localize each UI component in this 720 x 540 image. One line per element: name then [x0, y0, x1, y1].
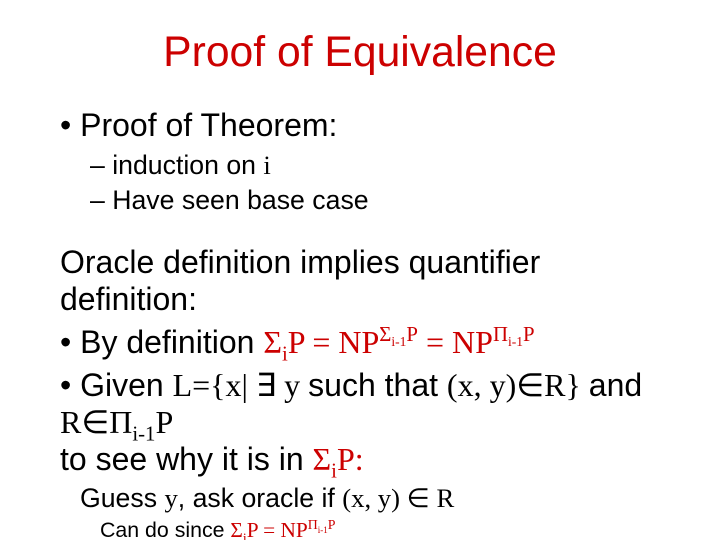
bullet-by-definition: By definition ΣiP = NPΣi-1P = NPΠi-1P	[60, 324, 680, 361]
sym-in-pi: ∈Π	[81, 404, 132, 440]
text-p-eq-np-b: P = NP	[247, 518, 308, 540]
sup-pi-i1-p-b: Πi-1P	[308, 517, 336, 532]
text-guess: Guess	[80, 483, 164, 513]
eq-sigma-i-p: ΣiP = NPΣi-1P = NPΠi-1P	[263, 324, 534, 360]
line-guess-y: Guess y, ask oracle if (x, y) ∈ R	[80, 483, 680, 514]
subbullet-induction: induction on i	[90, 150, 680, 181]
sup-p: P	[406, 323, 418, 346]
sup-sub-i1-c: i-1	[318, 525, 328, 535]
sym-element: ∈	[407, 483, 430, 513]
text-and: and	[589, 367, 642, 403]
sym-exists: ∃	[256, 367, 276, 403]
sym-sigma: Σ	[263, 324, 282, 360]
text-eq-np: = NP	[418, 324, 493, 360]
sup-sigma-i1-p: Σi-1P	[379, 323, 418, 346]
sup-p-b: P	[523, 323, 535, 346]
text-to-see-why: to see why it is in	[60, 441, 313, 477]
var-r-b: R	[430, 483, 454, 513]
sup-pi: Π	[493, 323, 508, 346]
var-r: R	[60, 404, 81, 440]
bullet-proof-of-theorem: Proof of Theorem:	[60, 107, 680, 144]
text-ask-oracle: , ask oracle if	[178, 483, 342, 513]
text-given: Given	[80, 367, 172, 403]
sym-sigma-b: Σ	[313, 441, 332, 477]
l-open: L={x|	[173, 367, 256, 403]
expr-sigma-i-p-colon: ΣiP:	[313, 441, 364, 477]
slide-title: Proof of Equivalence	[40, 28, 680, 77]
sup-pi-i1-p: Πi-1P	[493, 323, 535, 346]
sup-sigma: Σ	[379, 323, 391, 346]
expr-in-r-close: ∈R}	[516, 367, 589, 403]
slide: Proof of Equivalence Proof of Theorem: i…	[0, 0, 720, 540]
expr-r-in-pi: R∈Πi-1P	[60, 404, 173, 440]
bullet-given-l: Given L={x| ∃ y such that (x, y)∈R} and …	[60, 367, 680, 477]
sup-pi-b: Π	[308, 517, 318, 532]
expr-l-def: L={x| ∃ y	[173, 367, 309, 403]
line-can-do-since: Can do since ΣiP = NPΠi-1P	[100, 518, 680, 540]
expr-final: ΣiP = NPΠi-1P	[230, 518, 335, 540]
text-induction-on: induction on	[112, 150, 263, 180]
var-y: y	[276, 367, 308, 403]
var-i: i	[263, 150, 270, 180]
oracle-intro: Oracle definition implies quantifier def…	[60, 244, 680, 318]
text-p-eq-np: P = NP	[288, 324, 380, 360]
text-by-definition: By definition	[80, 324, 263, 360]
text-p: P	[155, 404, 173, 440]
sup-sub-i1-b: i-1	[508, 335, 523, 350]
subbullet-base-case: Have seen base case	[90, 185, 680, 216]
text-can-do-since: Can do since	[100, 518, 230, 540]
var-y-b: y	[164, 483, 177, 513]
sym-sigma-c: Σ	[230, 518, 242, 540]
text-p-colon: P:	[337, 441, 364, 477]
sup-sub-i1: i-1	[391, 335, 406, 350]
text-such-that: such that	[308, 367, 447, 403]
expr-pair-in-r: (x, y) ∈ R	[342, 483, 454, 513]
expr-pair: (x, y)	[447, 367, 516, 403]
sup-p-c: P	[328, 517, 336, 532]
pair-xy: (x, y)	[342, 483, 406, 513]
